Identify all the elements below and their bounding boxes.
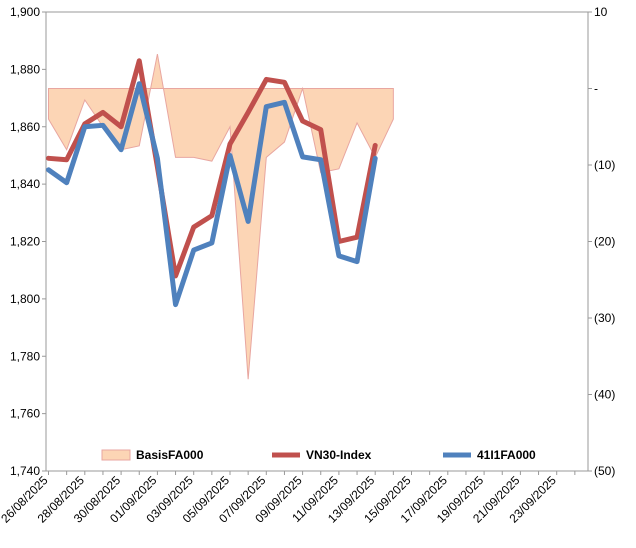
y-tick-label: 1,760: [10, 407, 40, 421]
y-tick-label: 1,860: [10, 120, 40, 134]
series-line-41i1fa000: [46, 81, 378, 308]
legend-swatch: [101, 449, 131, 461]
y-tick-label: 1,880: [10, 62, 40, 76]
series-line-vn30-index: [46, 58, 378, 279]
y-tick-label: 1,820: [10, 235, 40, 249]
y2-tick-label: (10): [594, 158, 615, 172]
y-tick-label: 1,740: [10, 464, 40, 478]
y2-tick-label: (50): [594, 464, 615, 478]
series-area-basis: [48, 53, 394, 380]
plot-frame: [45, 11, 589, 472]
legend: BasisFA000 VN30-Index 41I1FA000: [101, 448, 536, 462]
legend-label: VN30-Index: [306, 448, 372, 462]
y2-tick-label: (20): [594, 235, 615, 249]
legend-label: BasisFA000: [136, 448, 204, 462]
y-tick-label: 1,780: [10, 349, 40, 363]
legend-label: 41I1FA000: [477, 448, 536, 462]
y-tick-label: 1,900: [10, 5, 40, 19]
y2-tick-label: -: [594, 82, 598, 96]
y-tick-label: 1,840: [10, 177, 40, 191]
y-tick-label: 1,800: [10, 292, 40, 306]
y2-tick-label: (30): [594, 311, 615, 325]
y2-tick-label: (40): [594, 388, 615, 402]
y2-tick-label: 10: [594, 5, 608, 19]
